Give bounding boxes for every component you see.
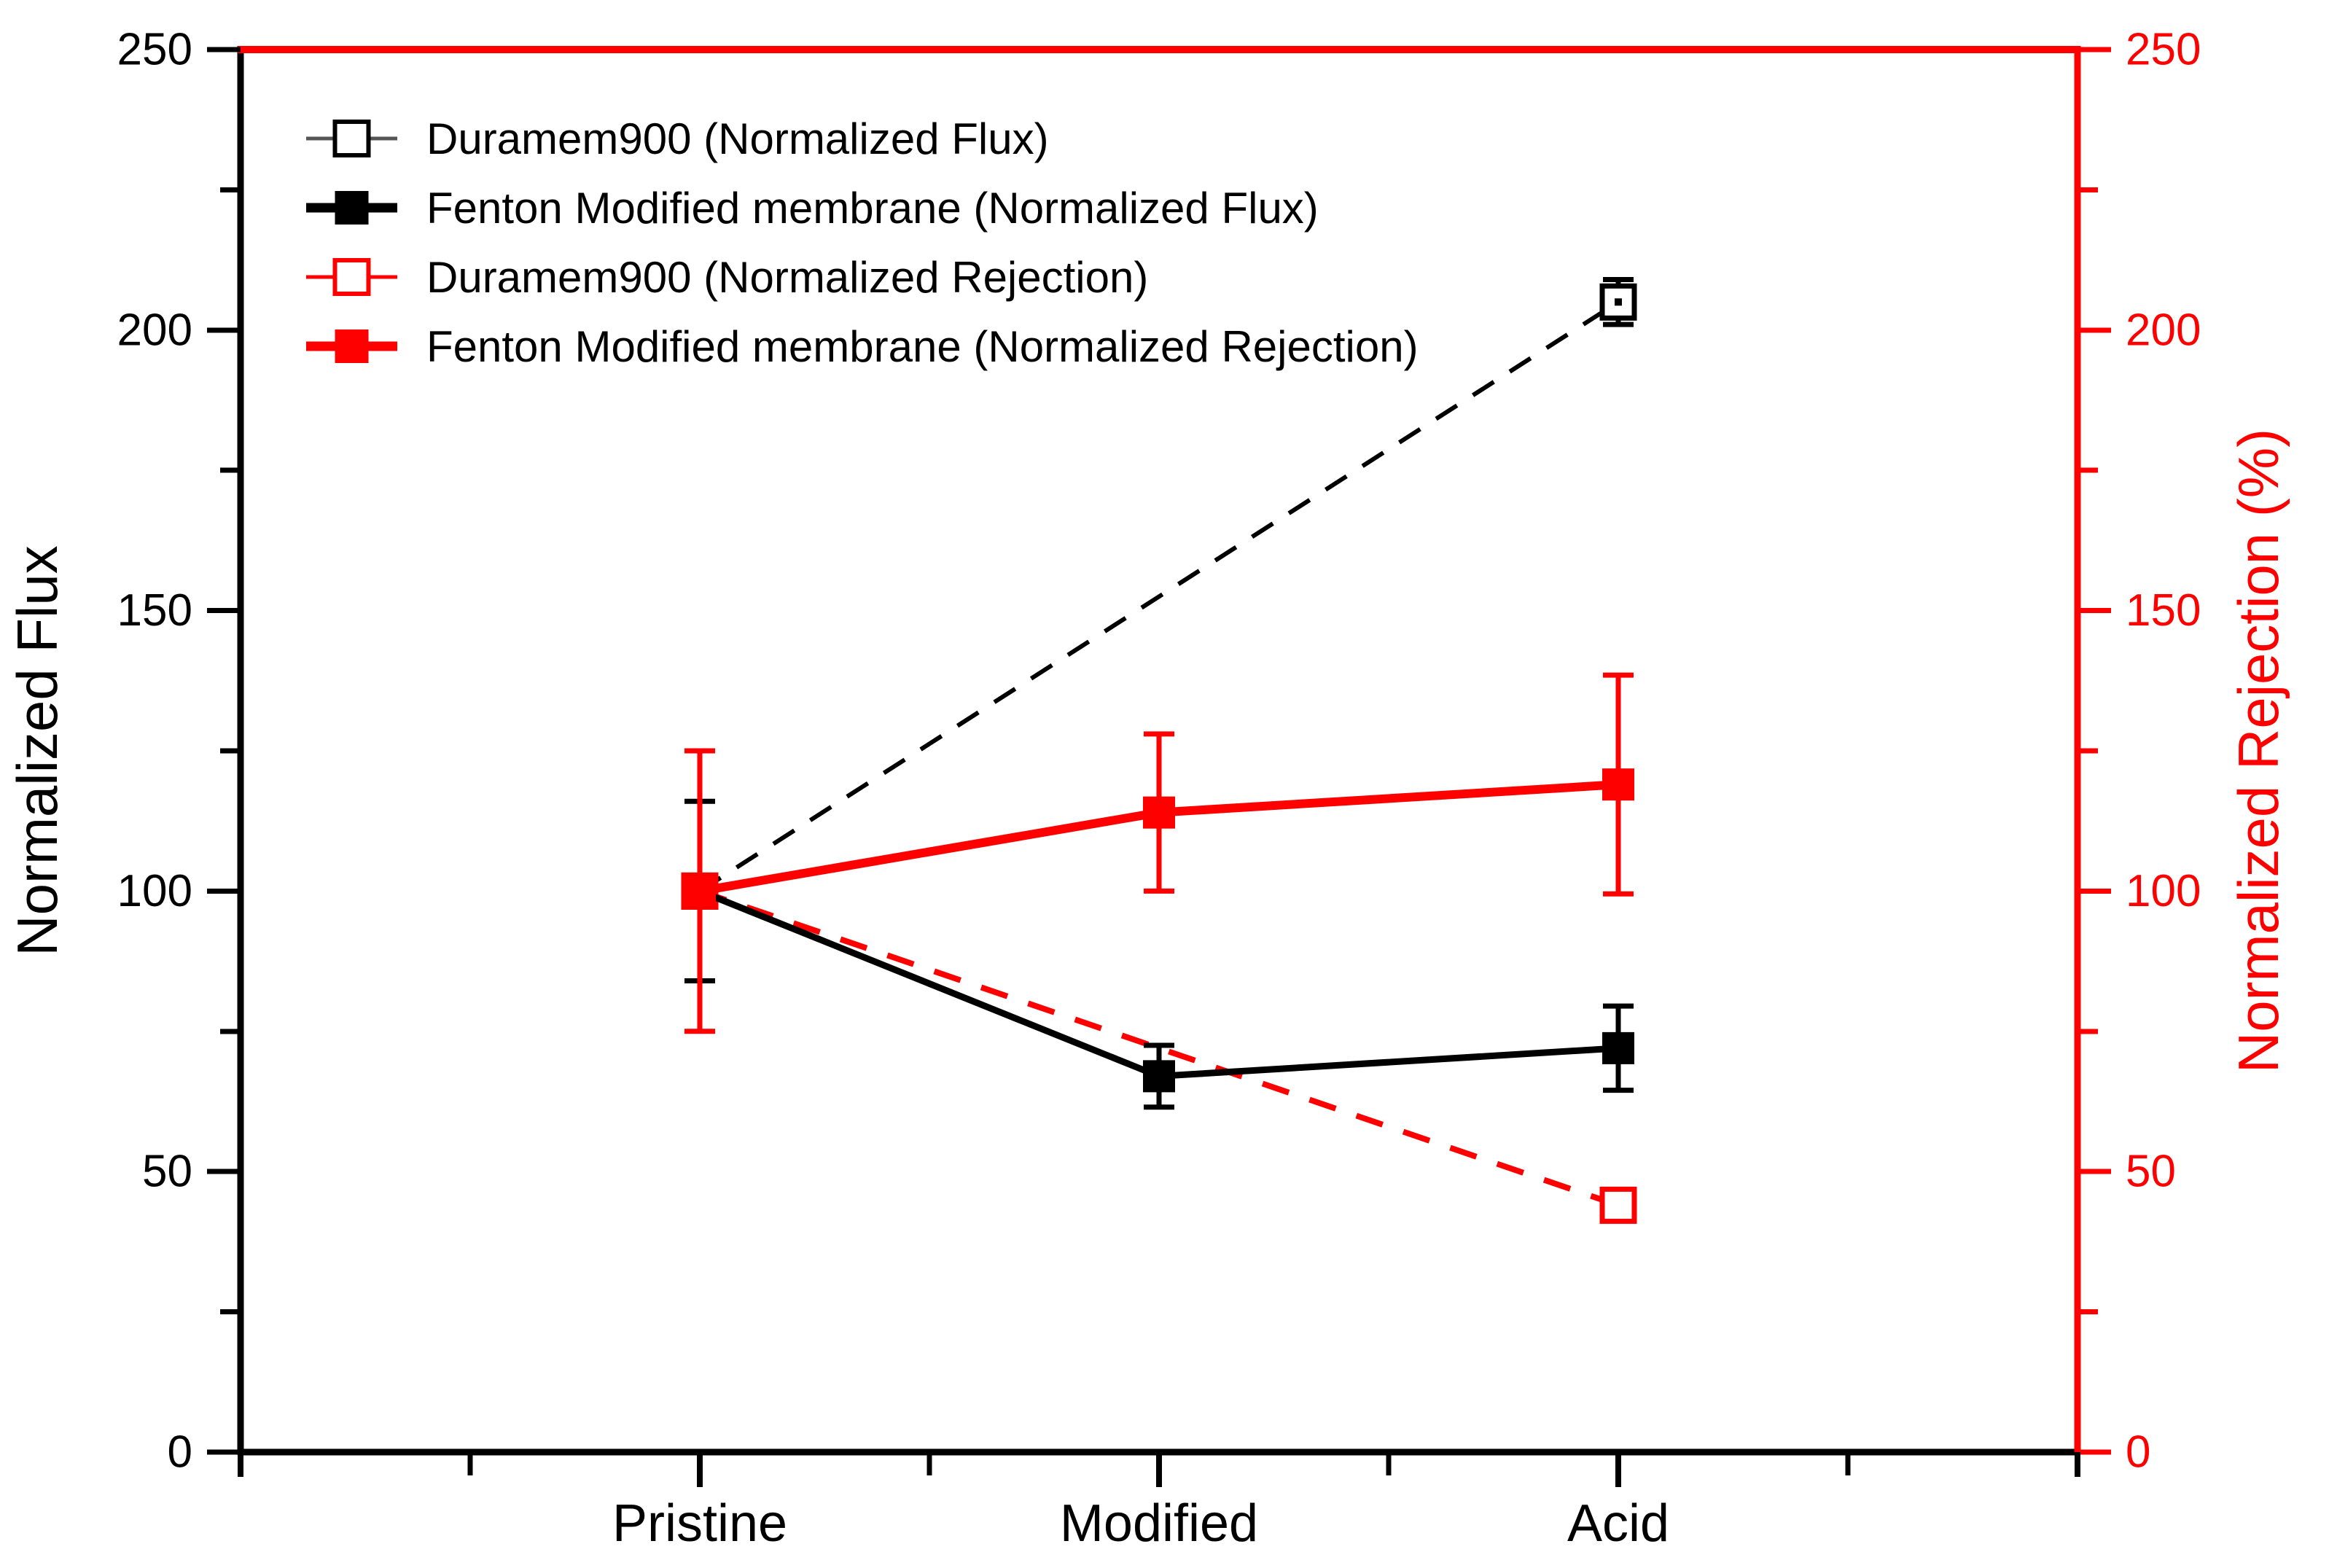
marker-open-square (1599, 1186, 1637, 1224)
marker-filled-square (1143, 796, 1175, 829)
marker-filled-square (1143, 1060, 1175, 1093)
marker-filled-square (1602, 1031, 1634, 1064)
right-axis-tick-label: 100 (2126, 866, 2201, 916)
legend-entry-fenton-flux: Fenton Modified membrane (Normalized Flu… (306, 184, 1319, 233)
right-axis-tick-label: 250 (2126, 25, 2201, 75)
marker-filled-square (684, 875, 716, 908)
right-axis-tick-label: 200 (2126, 305, 2201, 355)
right-axis-title: Normalized Rejection (%) (2226, 429, 2290, 1073)
category-label: Acid (1567, 1494, 1669, 1553)
right-axis-tick-label: 150 (2126, 585, 2201, 636)
category-label: Modified (1060, 1494, 1258, 1553)
series-fenton-rejection (684, 672, 1634, 1034)
legend-marker-filled-square (335, 191, 369, 225)
legend-entry-duramem-flux: Duramem900 (Normalized Flux) (306, 114, 1049, 163)
left-axis-tick-label: 250 (117, 25, 192, 75)
left-axis-tick-label: 0 (168, 1427, 192, 1478)
left-axis-tick-label: 100 (117, 866, 192, 916)
legend: Duramem900 (Normalized Flux) Fenton Modif… (306, 114, 1419, 371)
left-axis-tick-label: 150 (117, 585, 192, 636)
marker-center-dot (1615, 298, 1622, 306)
legend-label: Duramem900 (Normalized Flux) (426, 114, 1049, 163)
series-line-duramem-flux (698, 300, 1620, 893)
series-line-duramem-rejection (698, 888, 1620, 1209)
legend-marker-filled-square (335, 329, 369, 363)
legend-marker-open-square (332, 258, 371, 296)
left-axis-title: Normalized Flux (5, 545, 69, 956)
left-axis-tick-label: 50 (142, 1147, 192, 1197)
legend-marker-open-square (332, 120, 371, 157)
legend-label: Duramem900 (Normalized Rejection) (426, 253, 1148, 302)
legend-entry-duramem-rejection: Duramem900 (Normalized Rejection) (306, 253, 1148, 302)
legend-label: Fenton Modified membrane (Normalized Rej… (426, 322, 1419, 371)
right-axis-tick-label: 50 (2126, 1147, 2176, 1197)
legend-label: Fenton Modified membrane (Normalized Flu… (426, 184, 1319, 233)
marker-filled-square (1602, 768, 1634, 801)
category-label: Pristine (612, 1494, 787, 1553)
right-axis-tick-label: 0 (2126, 1427, 2150, 1478)
legend-entry-fenton-rejection: Fenton Modified membrane (Normalized Rej… (306, 322, 1419, 371)
axes: 0 0 50 50 100 100 150 150 200 200 250 250 Pristine Mo… (117, 25, 2201, 1553)
left-axis-tick-label: 200 (117, 305, 192, 355)
